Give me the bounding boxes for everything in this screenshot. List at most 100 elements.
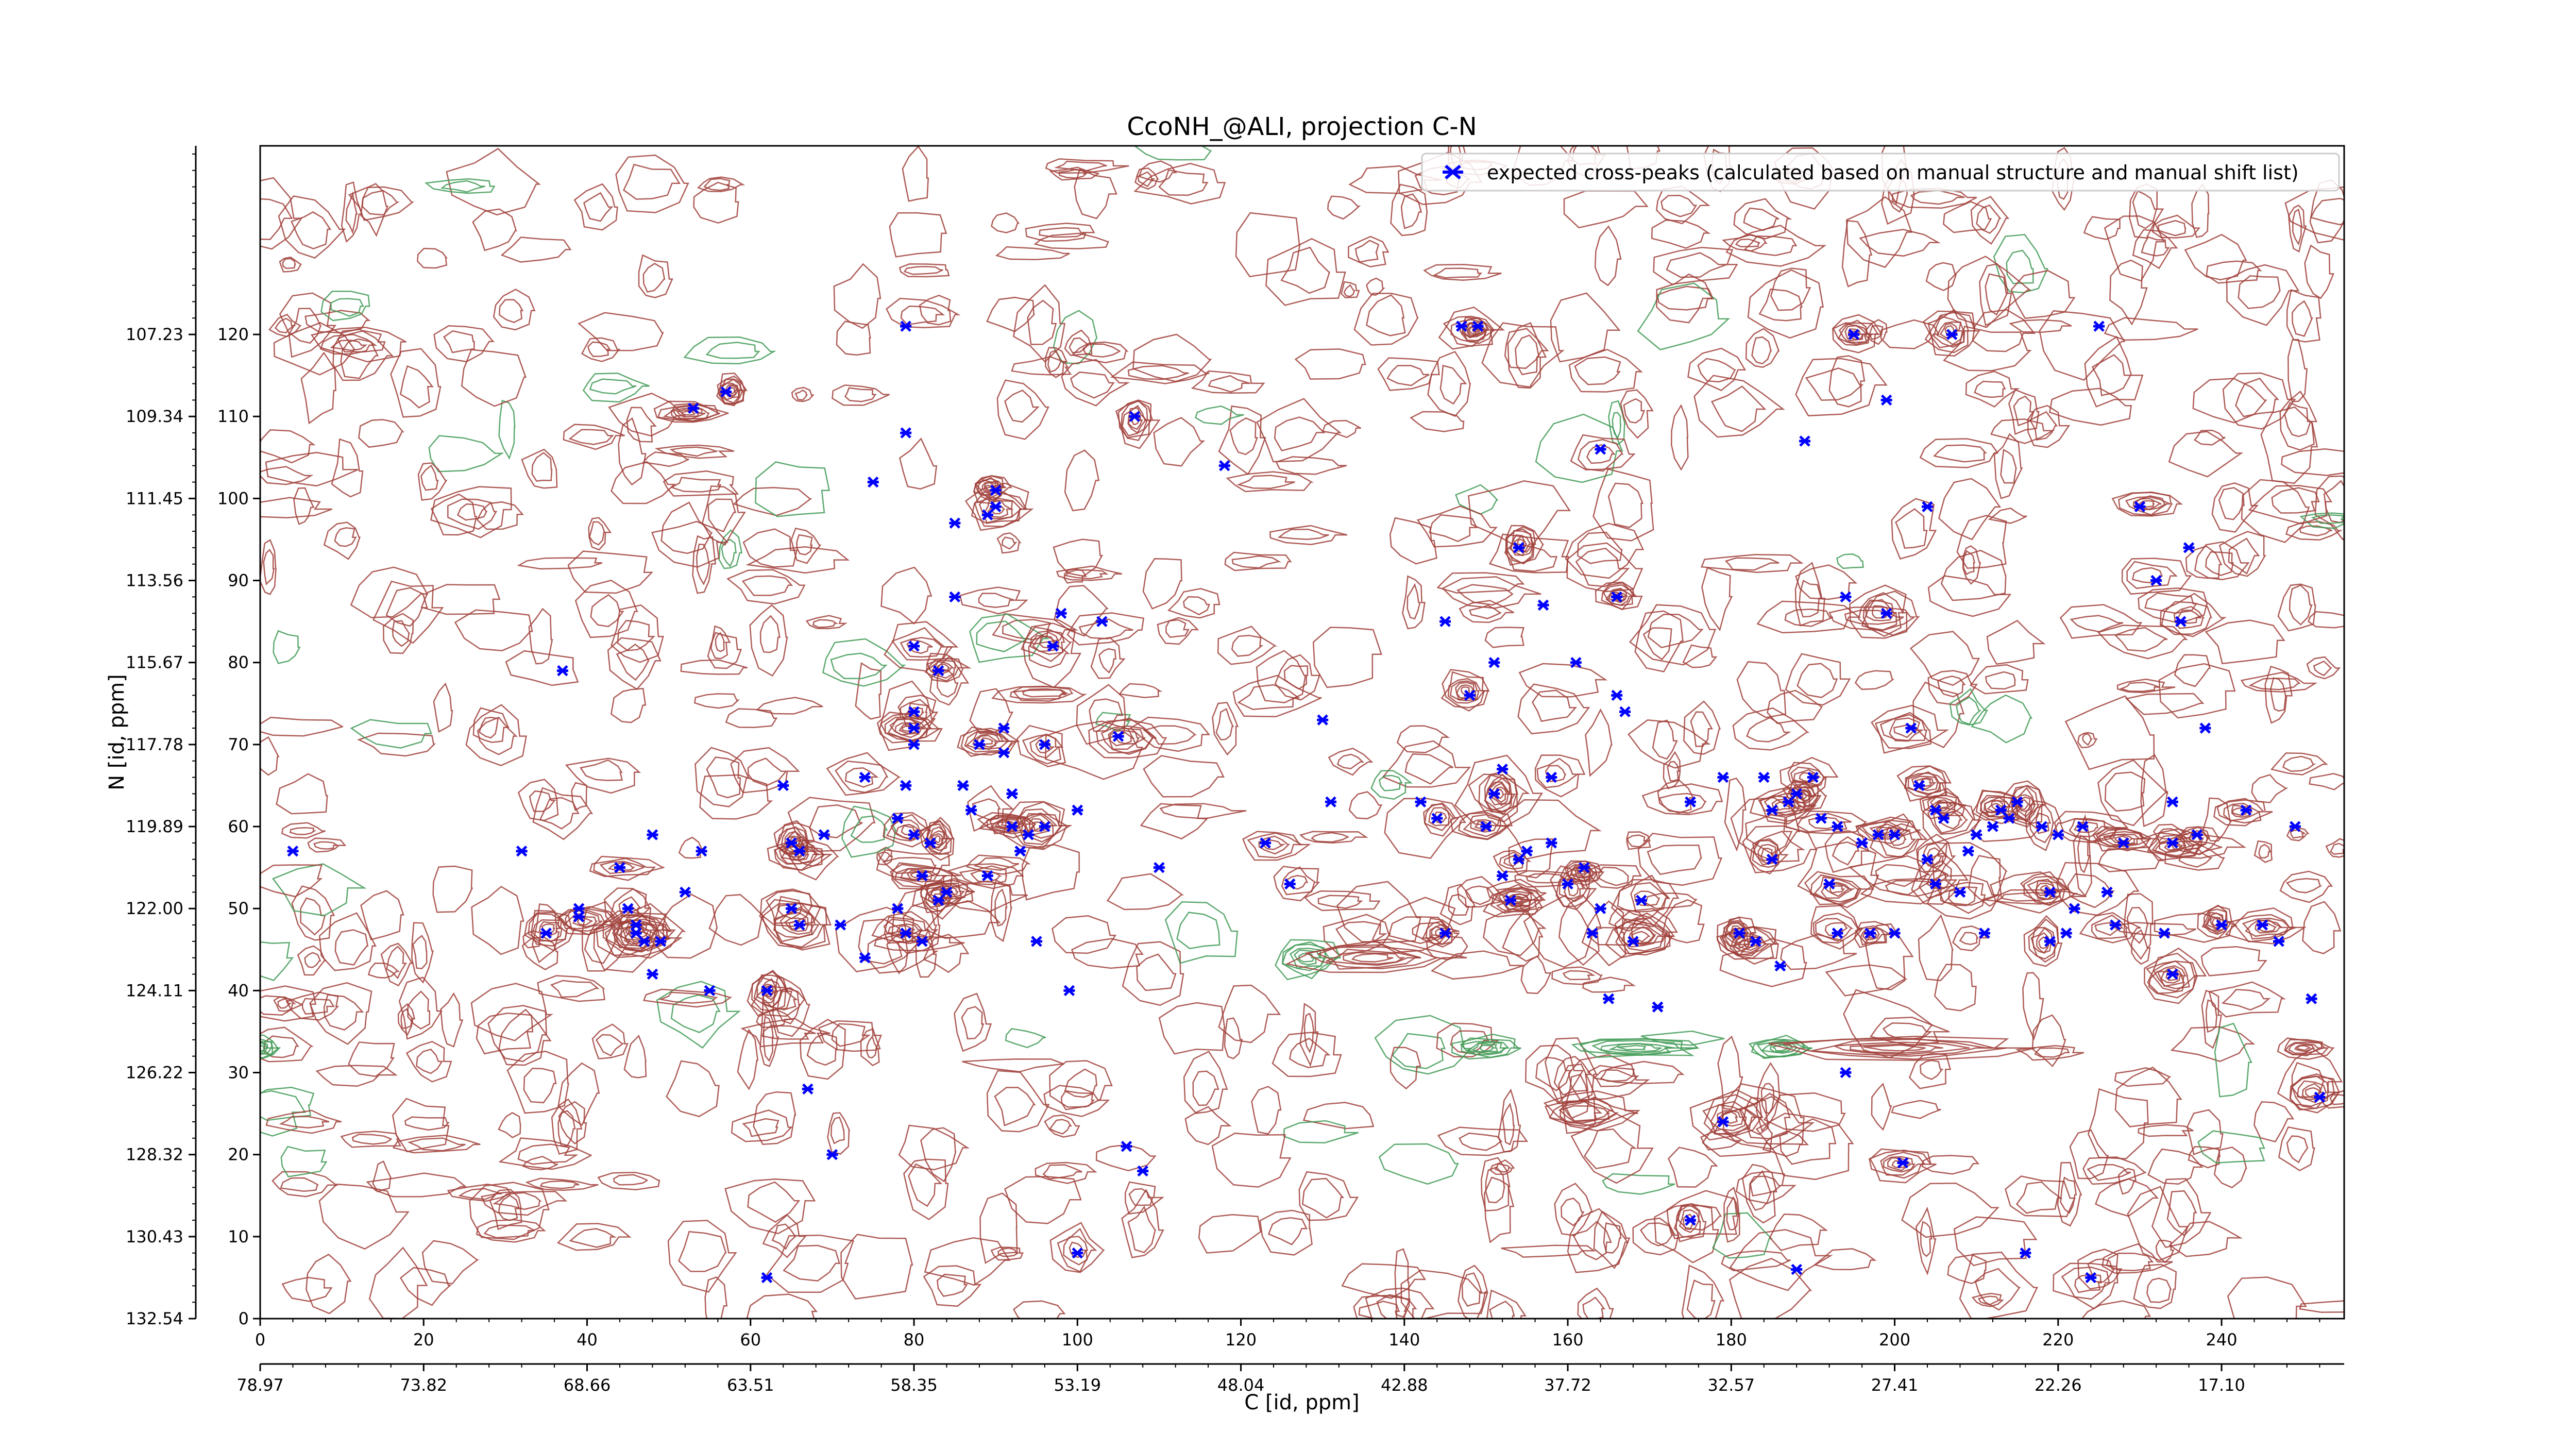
- contour-line: [483, 1224, 535, 1239]
- contour-line: [926, 880, 975, 905]
- contour-line: [1722, 925, 1779, 959]
- cross-peak-marker: [2044, 886, 2056, 898]
- contour-line: [616, 643, 650, 681]
- contour-line: [1052, 915, 1117, 954]
- contour-line: [907, 870, 936, 881]
- contour-line: [749, 604, 788, 677]
- contour-line: [1979, 263, 2012, 327]
- contour-line: [2013, 395, 2035, 427]
- contour-line: [1379, 774, 1403, 791]
- contour-line: [1468, 604, 1502, 619]
- contour-line: [986, 1070, 1050, 1133]
- contour-line: [925, 820, 953, 854]
- contour-line: [1558, 894, 1602, 966]
- cross-peak-marker: [1464, 689, 1476, 701]
- contour-line: [1755, 1113, 1854, 1181]
- contour-line: [2187, 1109, 2224, 1155]
- chart-title: CcoNH_@ALI, projection C-N: [1127, 112, 1477, 141]
- contour-line: [260, 539, 277, 595]
- contour-line: [1353, 1294, 1411, 1319]
- x-ppm-tick-label: 53.19: [1054, 1375, 1101, 1395]
- cross-peak-marker: [1072, 804, 1083, 816]
- contour-line: [1662, 899, 1705, 943]
- contour-line: [2126, 907, 2149, 944]
- cross-peak-marker: [859, 771, 871, 783]
- cross-peak-marker: [2306, 993, 2317, 1005]
- contour-line: [2097, 625, 2188, 660]
- contour-line: [1215, 707, 1234, 741]
- contour-line: [1953, 1216, 2038, 1267]
- contour-line: [1020, 812, 1058, 839]
- contour-line: [1797, 841, 1879, 908]
- contour-line: [1681, 1265, 1725, 1319]
- contour-line: [291, 211, 332, 250]
- contour-line: [1614, 918, 1671, 952]
- contour-line: [761, 978, 779, 1004]
- contour-line: [1298, 1171, 1359, 1221]
- contour-line: [2264, 665, 2293, 724]
- cross-peak-marker: [1905, 722, 1917, 734]
- contour-line: [805, 615, 848, 630]
- x-index-tick-label: 20: [413, 1330, 434, 1350]
- contour-line: [506, 1051, 569, 1114]
- contour-line: [670, 477, 722, 493]
- contour-line: [1448, 894, 1470, 916]
- contour-line: [505, 650, 579, 686]
- contour-line: [1259, 1209, 1313, 1256]
- contour-line: [1122, 941, 1184, 1006]
- contour-line: [1582, 1296, 1606, 1319]
- contour-line: [1274, 654, 1320, 701]
- cross-peak-marker: [1987, 821, 1998, 832]
- contour-line: [899, 263, 950, 278]
- cross-peak-marker: [2044, 936, 2056, 947]
- contour-line: [1237, 684, 1300, 710]
- contour-line: [613, 1174, 648, 1186]
- contour-line: [2223, 802, 2260, 822]
- contour-line: [1637, 282, 1731, 350]
- cross-peak-marker: [2020, 1247, 2031, 1259]
- cross-peak-marker: [1791, 788, 1803, 800]
- cross-peak-marker: [859, 952, 871, 964]
- contour-line: [979, 1192, 1018, 1264]
- contour-line: [889, 718, 925, 738]
- contour-line: [642, 988, 733, 1008]
- cross-peak-marker: [1153, 862, 1165, 873]
- cross-peak-marker: [1439, 616, 1451, 627]
- contour-line: [1942, 201, 1992, 233]
- contour-line: [1923, 843, 1948, 868]
- contour-line: [1157, 617, 1199, 645]
- contour-line: [1745, 328, 1780, 368]
- contour-line: [2201, 908, 2229, 934]
- contour-line: [319, 333, 378, 355]
- contour-line: [1828, 355, 1866, 408]
- contour-line: [836, 321, 871, 356]
- contour-line: [279, 1116, 330, 1129]
- contour-line: [2211, 482, 2259, 533]
- contour-line: [990, 817, 1022, 832]
- contour-line: [2168, 431, 2244, 478]
- contour-line: [1341, 1263, 1427, 1299]
- contour-line: [567, 550, 654, 594]
- contour-line: [1069, 337, 1090, 353]
- contour-line: [1022, 734, 1064, 765]
- contour-line: [1838, 323, 1870, 343]
- contour-line: [1335, 921, 1388, 947]
- contour-line: [972, 733, 1005, 750]
- cross-peak-marker: [1039, 821, 1050, 832]
- contour-line: [571, 782, 587, 812]
- contour-line: [607, 637, 662, 690]
- contour-line: [1629, 604, 1717, 666]
- cross-peak-marker: [1962, 846, 1974, 857]
- cross-peak-marker: [1121, 1140, 1132, 1152]
- contour-line: [697, 176, 745, 192]
- contour-line: [428, 435, 504, 473]
- contour-line: [1142, 558, 1182, 610]
- contour-line: [2005, 1175, 2076, 1218]
- contour-line: [2059, 818, 2121, 843]
- contour-line: [1859, 229, 1941, 257]
- contour-line: [2202, 797, 2232, 842]
- contour-line: [1605, 912, 1675, 958]
- contour-line: [756, 697, 823, 715]
- contour-line: [961, 1006, 985, 1040]
- contour-line: [1909, 631, 1980, 686]
